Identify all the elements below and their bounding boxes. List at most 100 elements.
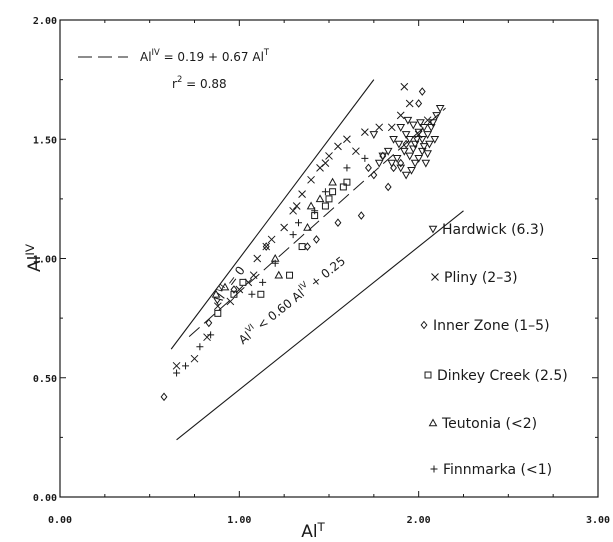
data-point [329, 188, 337, 196]
reference-line-1 [170, 79, 375, 350]
data-point [220, 282, 230, 291]
data-point [418, 87, 426, 96]
legend-marker [431, 273, 439, 281]
data-point [394, 140, 404, 149]
data-point [274, 270, 284, 279]
data-point [415, 99, 423, 108]
data-point [226, 297, 235, 306]
series-6 [173, 154, 369, 377]
legend-marker [420, 320, 428, 330]
data-point [402, 139, 410, 149]
data-point [361, 154, 369, 162]
data-point [430, 135, 440, 144]
data-point [321, 188, 329, 196]
data-point [352, 147, 360, 156]
y-tick-label: 2.00 [33, 16, 57, 27]
series-3 [160, 87, 426, 402]
legend-label: Dinkey Creek (2.5) [437, 368, 568, 384]
data-point [407, 166, 416, 175]
data-point [173, 369, 181, 377]
legend-marker [430, 465, 438, 473]
data-point [253, 254, 262, 263]
data-point [399, 147, 409, 156]
data-point [343, 178, 351, 186]
data-point [207, 331, 215, 339]
data-point [262, 242, 271, 251]
data-point [365, 163, 372, 173]
data-point [423, 131, 432, 140]
data-point [419, 124, 429, 132]
legend-label: Teutonia (<2) [441, 416, 537, 432]
data-point [390, 163, 398, 173]
data-point [262, 242, 270, 251]
x-axis-label: AlT [301, 520, 325, 542]
x-tick-label: 3.00 [586, 515, 610, 526]
data-point [334, 218, 342, 228]
data-point [196, 343, 204, 351]
legend-label: Pliny (2–3) [444, 270, 518, 286]
legend-label: Hardwick (6.3) [442, 222, 544, 238]
data-point [387, 159, 397, 168]
data-point [405, 99, 414, 108]
data-point [315, 194, 325, 203]
y-axis-label: AlIV [23, 243, 45, 272]
y-tick-label: 0.00 [33, 493, 57, 504]
data-point [425, 140, 434, 149]
data-point [426, 124, 436, 132]
data-point [423, 150, 432, 159]
data-point [384, 182, 392, 192]
data-point [190, 354, 199, 363]
data-point [370, 170, 378, 180]
data-point [325, 195, 333, 203]
data-point [396, 124, 406, 132]
data-point [298, 243, 306, 251]
data-point [334, 142, 342, 151]
data-points [160, 82, 445, 402]
data-point [397, 158, 405, 168]
regression-equation: AlIV = 0.19 + 0.67 AlT [140, 47, 270, 64]
data-point [423, 116, 432, 125]
data-point [311, 207, 319, 215]
reference-line-2 [176, 210, 464, 441]
data-point [160, 392, 168, 402]
data-point [343, 164, 351, 172]
fit-lines [170, 79, 464, 441]
data-point [343, 135, 351, 144]
legend-marker [428, 418, 438, 427]
data-point [325, 152, 333, 160]
data-point [328, 177, 337, 186]
data-point [259, 278, 267, 286]
data-point [417, 135, 427, 144]
data-point [419, 143, 429, 151]
x-tick-label: 1.00 [227, 515, 251, 526]
legend: Hardwick (6.3) Pliny (2–3) Inner Zone (1–5… [420, 222, 568, 478]
y-tick-label: 1.50 [33, 135, 57, 146]
data-point [379, 151, 387, 161]
data-point [408, 121, 418, 130]
data-point [306, 201, 316, 210]
data-point [339, 183, 347, 191]
reference-line-2-label: AlVI < 0.60 AlIV + 0.25 [234, 251, 348, 347]
data-point [410, 159, 420, 168]
y-tick-label: 0.50 [33, 374, 57, 385]
series-1 [369, 104, 445, 180]
data-point [248, 290, 256, 298]
data-point [389, 135, 398, 144]
data-point [213, 302, 222, 311]
data-point [292, 202, 301, 210]
x-tick-label: 0.00 [48, 515, 72, 526]
data-point [383, 147, 393, 156]
data-point [375, 123, 384, 132]
y-tick-label: 1.00 [33, 255, 57, 266]
r-squared-label: r2 = 0.88 [172, 74, 227, 91]
series-2 [172, 82, 432, 370]
data-point [396, 164, 406, 173]
data-point [369, 131, 379, 140]
x-tick-label: 2.00 [407, 515, 431, 526]
data-point [403, 116, 413, 125]
data-point [289, 206, 297, 215]
data-point [387, 123, 396, 132]
axis-labels: AlT AlIV [23, 243, 326, 542]
data-point [280, 223, 289, 232]
